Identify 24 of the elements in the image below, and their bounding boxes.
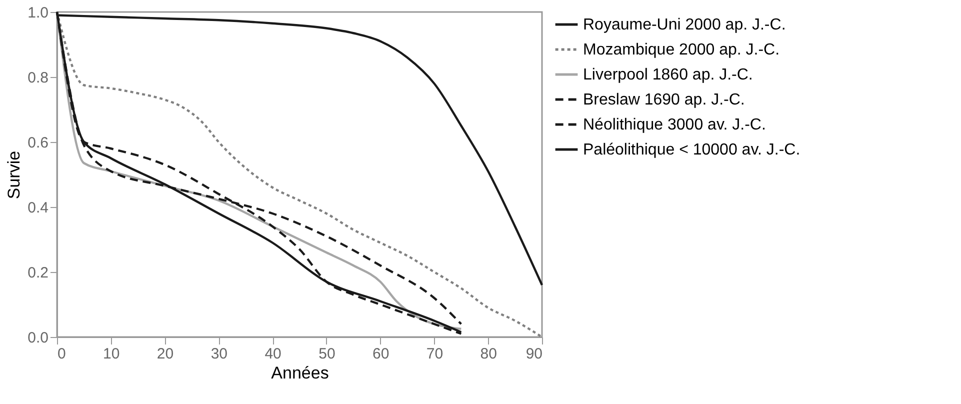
x-tick-label: 50 <box>318 346 336 362</box>
y-tick-label: 0.0 <box>28 330 48 346</box>
x-axis-title: Années <box>271 364 329 382</box>
y-tick-label: 0.2 <box>28 264 48 282</box>
x-tick-label: 70 <box>426 346 444 362</box>
legend-label: Néolithique 3000 av. J.-C. <box>583 116 766 134</box>
y-tick-label: 0.6 <box>28 134 48 152</box>
x-tick-label: 0 <box>58 346 66 362</box>
x-tick-label: 20 <box>156 346 174 362</box>
x-tick-label: 30 <box>210 346 228 362</box>
y-axis-title: Survie <box>4 150 24 200</box>
y-tick-label: 0.8 <box>28 70 48 86</box>
legend-label: Paléolithique < 10000 av. J.-C. <box>583 142 800 158</box>
x-tick-label: 80 <box>480 346 497 362</box>
legend-label: Mozambique 2000 ap. J.-C. <box>583 42 780 58</box>
y-tick-label: 1.0 <box>28 4 48 22</box>
x-tick-label: 40 <box>264 346 282 362</box>
legend-label: Liverpool 1860 ap. J.-C. <box>583 66 753 84</box>
y-tick-label: 0.4 <box>28 200 48 216</box>
x-tick-label: 60 <box>372 346 390 362</box>
x-tick-label: 10 <box>103 346 120 362</box>
legend-label: Breslaw 1690 ap. J.-C. <box>583 92 745 108</box>
legend-label: Royaume-Uni 2000 ap. J.-C. <box>583 16 786 34</box>
x-tick-label: 90 <box>526 346 542 362</box>
